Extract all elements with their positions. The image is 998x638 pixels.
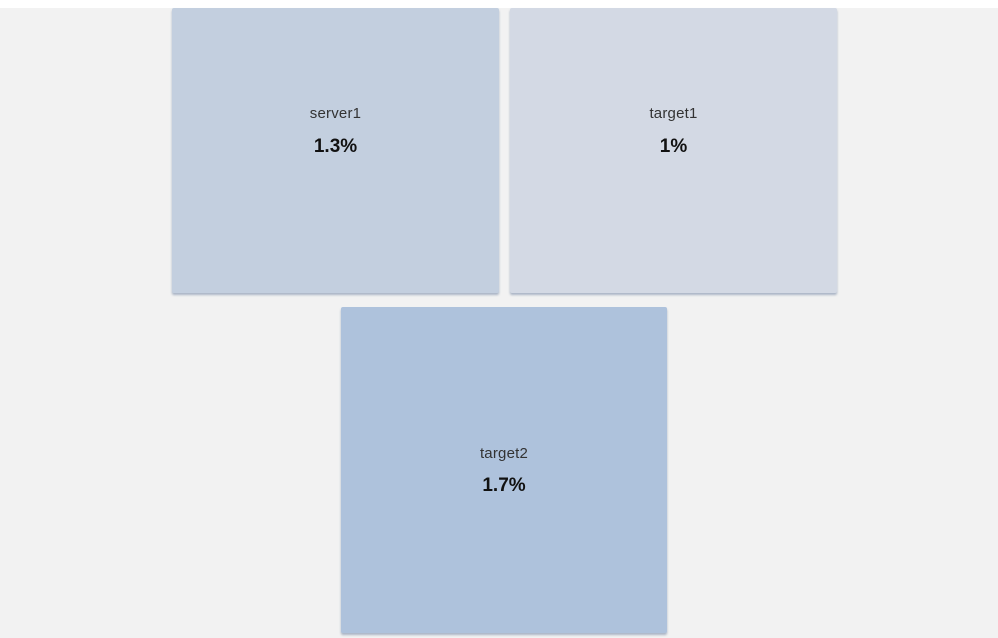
top-strip: [0, 0, 998, 8]
tile-value: 1.7%: [482, 475, 526, 496]
tile-value: 1.3%: [313, 136, 358, 157]
tile-value: 1%: [659, 136, 688, 157]
tile-target2[interactable]: target2 1.7%: [341, 307, 667, 633]
tile-target1[interactable]: target1 1%: [510, 8, 837, 293]
tile-label: target1: [649, 105, 698, 122]
tile-label: server1: [309, 105, 362, 122]
tile-label: target2: [479, 445, 529, 462]
tile-server1[interactable]: server1 1.3%: [172, 8, 499, 293]
